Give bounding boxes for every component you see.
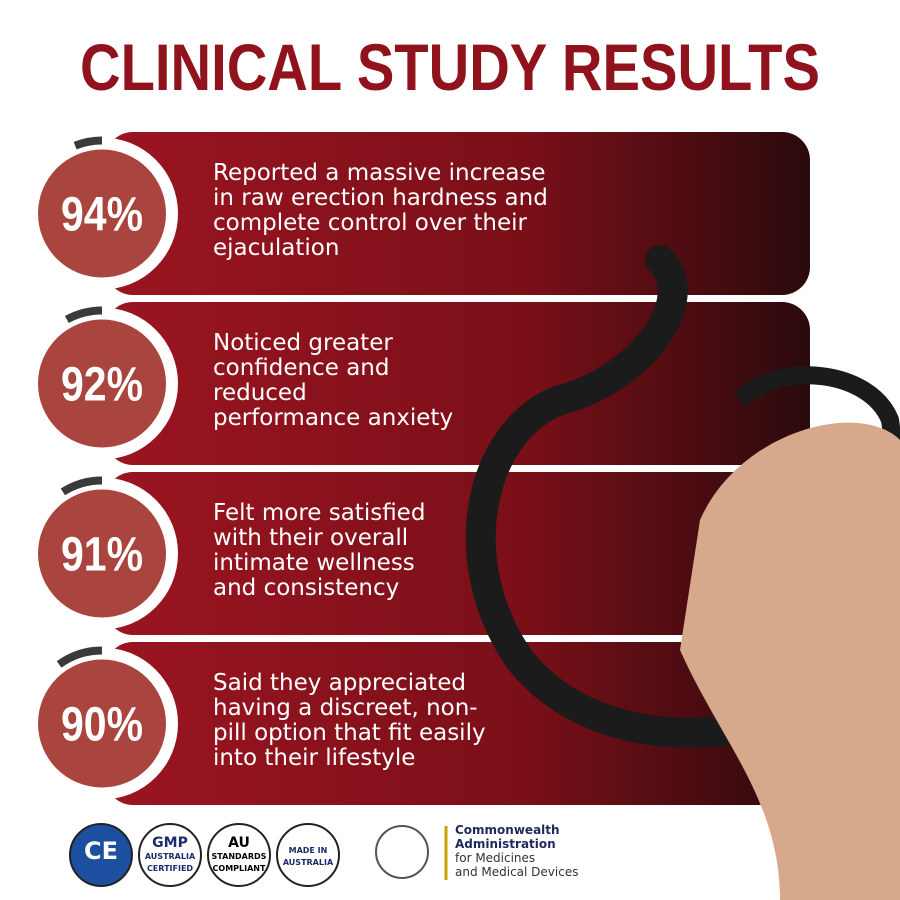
badge-text: MADE IN xyxy=(289,846,328,855)
badge-text: STANDARDS xyxy=(212,852,267,861)
badge xyxy=(207,823,271,887)
percent: 92% xyxy=(61,359,143,412)
band xyxy=(105,302,810,465)
stat-text: pill option that fit easily xyxy=(213,720,486,746)
stat-text: Reported a massive increase xyxy=(213,160,546,186)
badge-text: COMPLIANT xyxy=(213,864,266,873)
stat-text: performance anxiety xyxy=(213,405,453,431)
stat-text: with their overall xyxy=(213,525,408,551)
stat-text: into their lifestyle xyxy=(213,745,415,771)
badge-text: CERTIFIED xyxy=(147,864,193,873)
ring-remainder xyxy=(60,476,103,496)
badge-text: AU xyxy=(228,835,250,851)
agency-text: for Medicines xyxy=(455,851,535,865)
ring-remainder xyxy=(56,646,103,668)
percent: 91% xyxy=(61,529,143,582)
badge-text: CE xyxy=(84,837,118,865)
agency-text: and Medical Devices xyxy=(455,865,578,879)
stat-text: reduced xyxy=(213,380,307,406)
stat-text: Noticed greater xyxy=(213,330,393,356)
pct-circle xyxy=(38,489,166,618)
band xyxy=(105,642,810,805)
pct-circle xyxy=(38,149,166,278)
stat-text: complete control over their xyxy=(213,210,528,236)
stat-text: Felt more satisfied xyxy=(213,500,425,526)
stat-text: Said they appreciated xyxy=(213,670,466,696)
badge-text: AUSTRALIA xyxy=(145,852,196,861)
stat-text: intimate wellness xyxy=(213,550,415,576)
stat-text: and consistency xyxy=(213,575,399,601)
badge xyxy=(276,823,340,887)
title: CLINICAL STUDY RESULTS xyxy=(80,30,820,104)
percent: 94% xyxy=(61,189,143,242)
stat-text: ejaculation xyxy=(213,235,339,261)
ring-remainder xyxy=(64,306,103,324)
band xyxy=(105,132,810,295)
badge xyxy=(138,823,202,887)
product xyxy=(465,245,900,900)
stat-text: having a discreet, non- xyxy=(213,695,478,721)
stat-text: confidence and xyxy=(213,355,390,381)
agency-text: Administration xyxy=(455,837,556,851)
ring-remainder xyxy=(73,136,103,150)
band xyxy=(105,472,810,635)
badge-text: AUSTRALIA xyxy=(283,858,334,867)
pct-circle xyxy=(38,319,166,448)
stat-text: in raw erection hardness and xyxy=(213,185,548,211)
agency-text: Commonwealth xyxy=(455,823,560,837)
pct-circle xyxy=(38,659,166,788)
badge xyxy=(69,823,133,887)
badge-text: GMP xyxy=(152,835,188,851)
percent: 90% xyxy=(61,699,143,752)
